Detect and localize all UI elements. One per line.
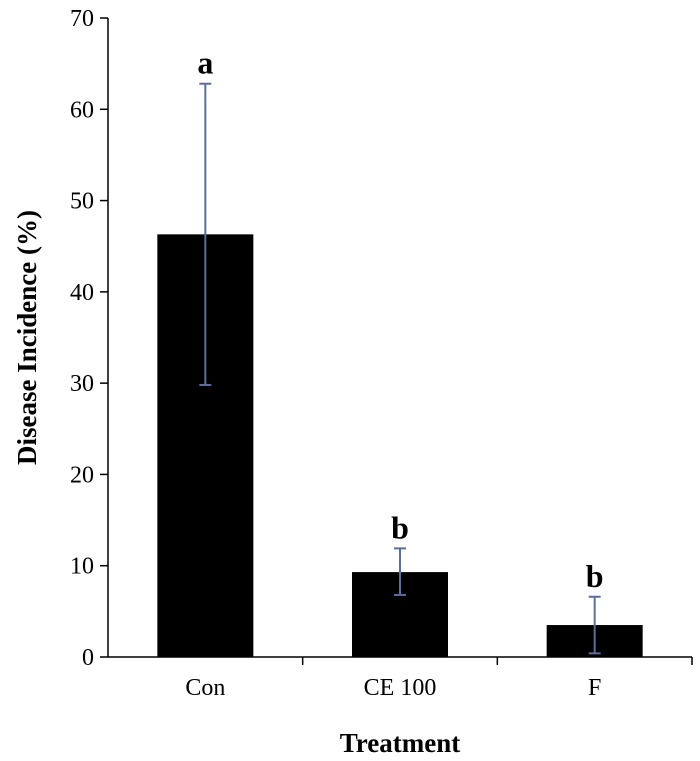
significance-labels-group: a b b	[197, 45, 603, 594]
y-ticks-group: 0 10 20 30 40 50 60 70	[70, 6, 108, 671]
y-tick-label: 70	[70, 6, 94, 32]
y-tick-label: 30	[70, 371, 94, 397]
x-tick-label: F	[588, 675, 601, 701]
significance-label: b	[586, 558, 604, 594]
y-tick-label: 20	[70, 462, 94, 488]
x-tick-label: Con	[185, 675, 225, 701]
x-tick-label: CE 100	[364, 675, 437, 701]
y-tick-label: 40	[70, 280, 94, 306]
y-tick-label: 10	[70, 554, 94, 580]
x-axis-title: Treatment	[340, 728, 460, 758]
significance-label: a	[197, 45, 213, 81]
x-ticks-group: Con CE 100 F	[185, 657, 693, 701]
y-tick-label: 0	[82, 645, 94, 671]
y-tick-label: 60	[70, 97, 94, 123]
y-tick-label: 50	[70, 189, 94, 215]
axes-group	[107, 18, 692, 658]
significance-label: b	[391, 509, 409, 545]
error-bars-group	[199, 82, 601, 655]
y-axis-title: Disease Incidence (%)	[12, 210, 42, 465]
